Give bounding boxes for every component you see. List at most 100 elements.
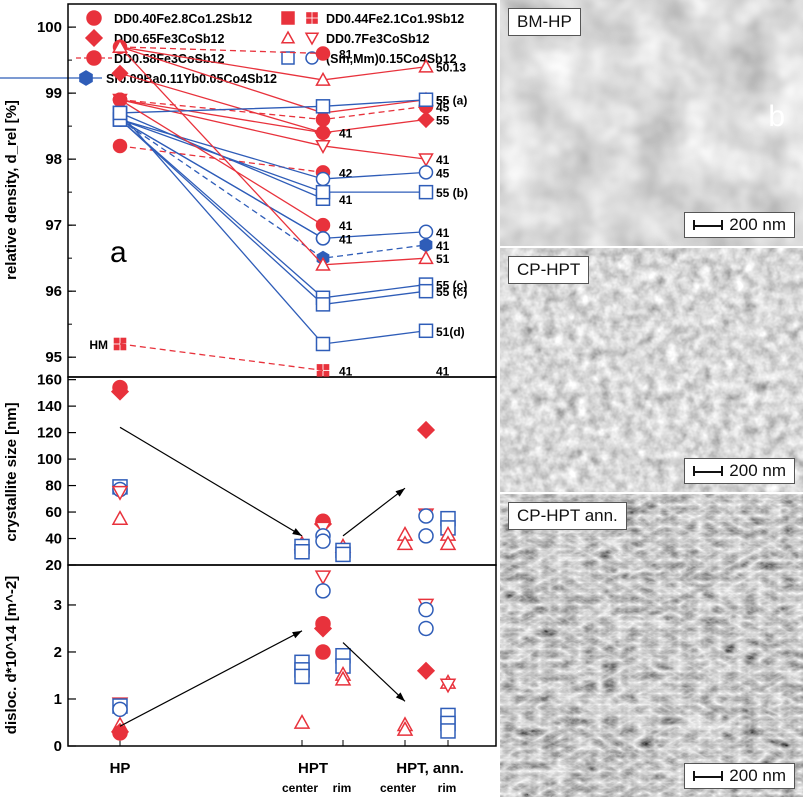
square-quad-cell (306, 18, 312, 24)
scale-bar: 200 nm (684, 458, 795, 484)
square-marker (440, 723, 456, 739)
y-tick-label: 40 (45, 531, 62, 548)
trend-arrow (119, 630, 303, 727)
triangle-down-marker (439, 678, 457, 694)
y-tick-label: 98 (45, 151, 62, 168)
legend-entry: Sr0.09Ba0.11Yb0.05Co4Sb12 (0, 70, 277, 86)
diamond-marker (416, 661, 436, 680)
square-marker (335, 546, 351, 563)
diamond-marker (417, 110, 435, 129)
x-group-hp: HP (110, 760, 131, 777)
square-quad-cell (306, 12, 312, 18)
y-tick-label: 120 (37, 425, 62, 442)
circle-marker (418, 620, 434, 637)
x-sub-rim-hpt: rim (333, 781, 352, 795)
square-quad-cell (113, 337, 120, 344)
circle-marker (315, 171, 331, 187)
series-line (119, 99, 324, 226)
triangle-down-marker (315, 139, 331, 154)
square-quad-cell (113, 344, 120, 351)
micrograph-bm-hp: BM-HP b 200 nm (500, 0, 803, 246)
y-tick-label: 100 (37, 19, 62, 36)
square-marker (418, 92, 434, 107)
square-quad-marker (306, 12, 318, 24)
density-series: 51(d) (112, 105, 465, 352)
crystallite-axis-label: crystallite size [nm] (3, 402, 20, 541)
circle-marker (418, 508, 434, 524)
square-quad-cell (312, 12, 318, 18)
diamond-marker (313, 619, 333, 638)
y-tick-label: 95 (45, 349, 62, 366)
circle-marker (418, 224, 434, 240)
circle-marker (315, 231, 331, 246)
density-data-label: 51 (436, 252, 450, 266)
series-line (119, 112, 427, 345)
circle-marker (315, 583, 331, 599)
y-tick-label: 97 (45, 217, 62, 234)
circle-marker (418, 601, 434, 618)
circle-marker (112, 92, 128, 107)
density-data-label: 50.13 (436, 61, 466, 75)
square-marker (281, 51, 295, 65)
density-data-label: 41 (339, 127, 353, 141)
legend-entry: DD0.40Fe2.8Co1.2Sb12 (86, 10, 252, 26)
legend-entry: DD0.65Fe3CoSb12 (84, 28, 225, 48)
plot-frame (67, 564, 497, 747)
triangle-down-marker (304, 32, 320, 46)
x-group-hpt: HPT (298, 760, 328, 777)
series-line (119, 118, 324, 239)
trend-arrow (119, 426, 303, 537)
density-axis-label: relative density, d_rel [%] (3, 100, 20, 280)
circle-marker (315, 125, 331, 140)
micrograph-cp-hpt: CP-HPT 200 nm (500, 248, 803, 492)
square-marker (315, 336, 331, 352)
y-tick-label: 20 (45, 557, 62, 574)
series-line (119, 99, 427, 114)
density-data-label: 55 (c) (436, 279, 467, 293)
legend-label: DD0.40Fe2.8Co1.2Sb12 (114, 12, 252, 26)
legend-label: DD0.7Fe3CoSb12 (326, 32, 430, 46)
square-marker (315, 99, 331, 114)
square-quad-cell (323, 364, 330, 370)
density-series: 55 (111, 64, 450, 142)
series-line (119, 46, 324, 55)
square-marker (418, 283, 434, 299)
series-line (119, 118, 426, 193)
circle-marker (112, 701, 128, 718)
square-quad-marker (316, 364, 330, 377)
x-sub-center-ann: center (380, 781, 416, 795)
micrograph-texture (500, 0, 803, 246)
density-series: 50.13 (112, 38, 466, 86)
square-marker (294, 544, 310, 560)
density-data-label: 45 (436, 100, 450, 114)
circle-marker (86, 10, 102, 26)
square-marker (418, 323, 434, 339)
density-series: 55 (c) (112, 112, 467, 312)
density-data-label: 41 (339, 364, 353, 378)
diamond-marker (111, 64, 129, 82)
density-data-label: 81 (339, 48, 353, 62)
square-quad-cell (316, 364, 323, 370)
density-series: 41 HM (89, 337, 353, 378)
square-marker (281, 11, 295, 25)
series-line (119, 118, 427, 240)
density-data-label: 41 (436, 153, 450, 167)
y-tick-label: 96 (45, 283, 62, 300)
x-sub-center-hpt: center (282, 781, 318, 795)
circle-marker (315, 644, 331, 660)
density-data-label: 41 (339, 219, 353, 233)
density-data-label: 55 (c) (436, 285, 467, 299)
density-data-label: 41 (436, 226, 450, 240)
x-group-hpt-ann: HPT, ann. (396, 760, 464, 777)
density-data-label: 55 (b) (436, 186, 468, 200)
hexagon-marker (79, 70, 93, 86)
trend-arrow (342, 642, 406, 702)
diamond-marker (84, 28, 104, 48)
micrograph-label: BM-HP (508, 8, 581, 36)
density-data-label: 41 (436, 239, 450, 253)
triangle-up-marker (280, 30, 296, 44)
diamond-marker (110, 382, 130, 401)
circle-marker (418, 528, 434, 544)
density-series: 55 (b) (112, 112, 468, 200)
circle-marker (315, 533, 331, 549)
